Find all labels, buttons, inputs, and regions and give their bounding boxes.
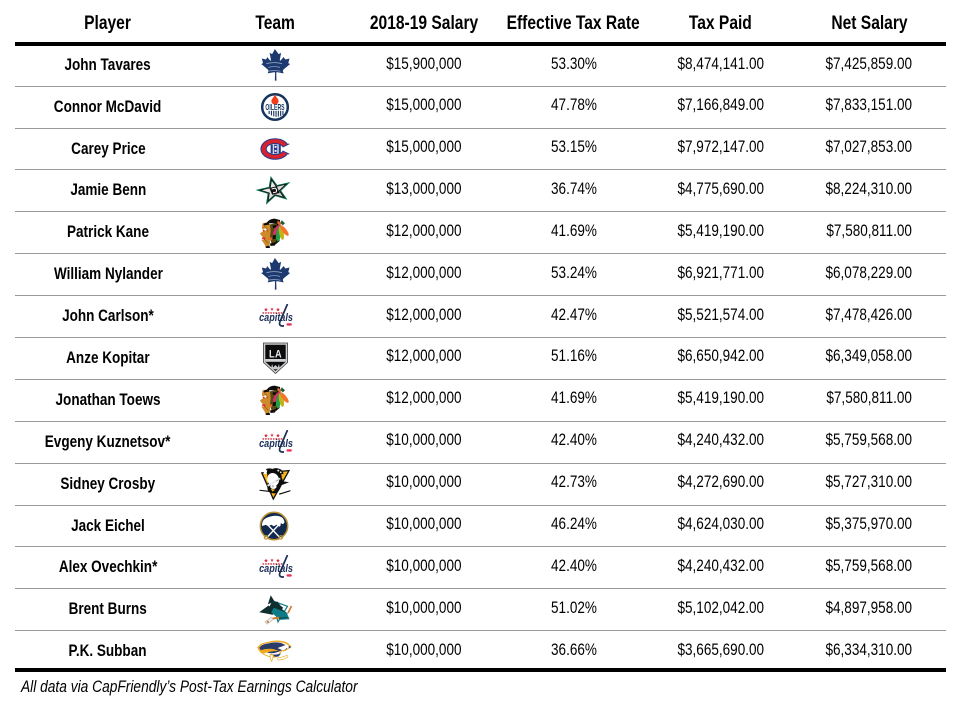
svg-text:LA: LA <box>269 349 282 361</box>
svg-text:capitals: capitals <box>259 564 293 576</box>
svg-text:OILERS: OILERS <box>265 104 285 112</box>
svg-text:capitals: capitals <box>259 438 293 450</box>
svg-text:capitals: capitals <box>259 313 293 325</box>
